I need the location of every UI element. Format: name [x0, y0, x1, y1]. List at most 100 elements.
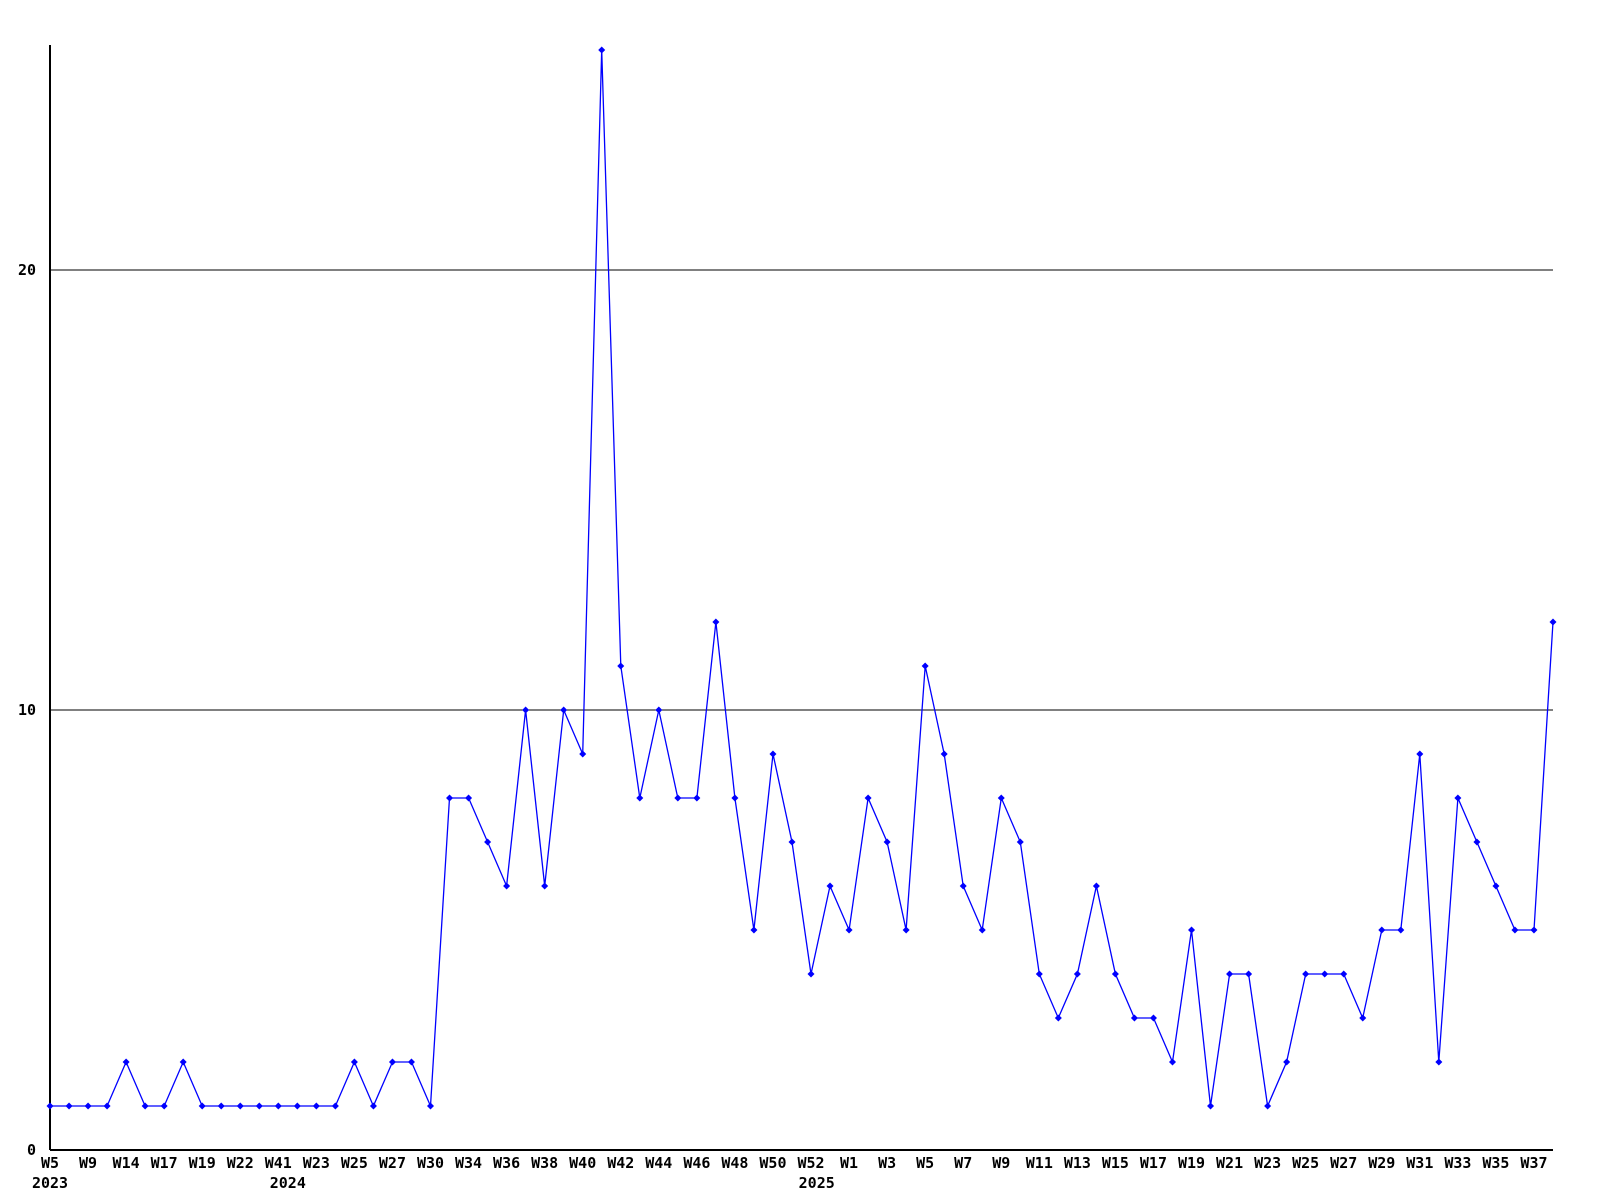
- data-point-marker: [902, 926, 910, 934]
- x-tick-label: W34: [455, 1154, 482, 1172]
- x-tick-label: W52: [797, 1154, 824, 1172]
- y-tick-label-10: 10: [18, 701, 36, 719]
- data-point-marker: [522, 706, 530, 714]
- data-point-marker: [940, 750, 948, 758]
- x-tick-label: W37: [1520, 1154, 1547, 1172]
- x-tick-label: W11: [1026, 1154, 1053, 1172]
- data-point-marker: [1454, 794, 1462, 802]
- data-point-marker: [1340, 970, 1348, 978]
- data-point-marker: [407, 1058, 415, 1066]
- data-point-marker: [1473, 838, 1481, 846]
- x-tick-label: W5: [41, 1154, 59, 1172]
- x-tick-label: W38: [531, 1154, 558, 1172]
- data-point-marker: [1530, 926, 1538, 934]
- x-tick-label: W31: [1406, 1154, 1433, 1172]
- data-point-marker: [1378, 926, 1386, 934]
- data-point-marker: [427, 1102, 435, 1110]
- x-tick-label: W7: [954, 1154, 972, 1172]
- data-point-marker: [46, 1102, 54, 1110]
- x-tick-label: W3: [878, 1154, 896, 1172]
- x-tick-label: W17: [151, 1154, 178, 1172]
- data-point-marker: [65, 1102, 73, 1110]
- data-point-marker: [1149, 1014, 1157, 1022]
- data-point-marker: [1016, 838, 1024, 846]
- x-tick-label: W27: [1330, 1154, 1357, 1172]
- data-point-marker: [446, 794, 454, 802]
- data-line: [50, 49, 1554, 1109]
- data-point-marker: [465, 794, 473, 802]
- x-tick-label: W22: [227, 1154, 254, 1172]
- data-point-marker: [160, 1102, 168, 1110]
- data-point-marker: [579, 750, 587, 758]
- data-point-marker: [217, 1102, 225, 1110]
- data-point-marker: [350, 1058, 358, 1066]
- data-point-marker: [179, 1058, 187, 1066]
- data-point-marker: [1321, 970, 1329, 978]
- x-tick-label: W19: [189, 1154, 216, 1172]
- data-point-marker: [1054, 1014, 1062, 1022]
- data-point-marker: [1359, 1014, 1367, 1022]
- x-tick-label: W25: [341, 1154, 368, 1172]
- data-point-marker: [198, 1102, 206, 1110]
- data-point-marker: [293, 1102, 301, 1110]
- data-point-marker: [1168, 1058, 1176, 1066]
- data-point-marker: [674, 794, 682, 802]
- data-point-marker: [312, 1102, 320, 1110]
- data-point-marker: [1511, 926, 1519, 934]
- data-point-marker: [388, 1058, 396, 1066]
- data-point-marker: [274, 1102, 282, 1110]
- data-point-marker: [1397, 926, 1405, 934]
- data-point-marker: [845, 926, 853, 934]
- data-point-marker: [1302, 970, 1310, 978]
- x-tick-label: W23: [1254, 1154, 1281, 1172]
- data-point-marker: [1035, 970, 1043, 978]
- data-point-marker: [1435, 1058, 1443, 1066]
- data-point-marker: [1188, 926, 1196, 934]
- data-point-marker: [959, 882, 967, 890]
- data-point-marker: [655, 706, 663, 714]
- x-tick-label: W48: [721, 1154, 748, 1172]
- data-point-marker: [1130, 1014, 1138, 1022]
- data-point-marker: [503, 882, 511, 890]
- data-point-marker: [1416, 750, 1424, 758]
- x-tick-label: W14: [113, 1154, 140, 1172]
- data-point-marker: [769, 750, 777, 758]
- data-point-marker: [84, 1102, 92, 1110]
- x-tick-label: W44: [645, 1154, 672, 1172]
- data-point-marker: [1111, 970, 1119, 978]
- data-point-marker: [103, 1102, 111, 1110]
- data-point-marker: [712, 618, 720, 626]
- data-point-marker: [1092, 882, 1100, 890]
- data-point-marker: [1549, 618, 1557, 626]
- data-point-marker: [864, 794, 872, 802]
- data-point-marker: [484, 838, 492, 846]
- data-point-marker: [978, 926, 986, 934]
- x-tick-label: W25: [1292, 1154, 1319, 1172]
- x-tick-label: W23: [303, 1154, 330, 1172]
- data-point-marker: [1264, 1102, 1272, 1110]
- year-label-2023: 2023: [32, 1174, 68, 1192]
- x-tick-label: W21: [1216, 1154, 1243, 1172]
- data-point-marker: [1207, 1102, 1215, 1110]
- data-point-marker: [1283, 1058, 1291, 1066]
- x-tick-label: W35: [1482, 1154, 1509, 1172]
- data-point-marker: [331, 1102, 339, 1110]
- x-tick-label: W30: [417, 1154, 444, 1172]
- x-tick-label: W36: [493, 1154, 520, 1172]
- x-tick-label: W9: [992, 1154, 1010, 1172]
- y-tick-label-0: 0: [27, 1141, 36, 1159]
- x-tick-label: W46: [683, 1154, 710, 1172]
- x-tick-label: W42: [607, 1154, 634, 1172]
- data-point-marker: [598, 46, 606, 54]
- x-tick-label: W50: [759, 1154, 786, 1172]
- data-point-marker: [1073, 970, 1081, 978]
- data-point-marker: [883, 838, 891, 846]
- x-tick-label: W40: [569, 1154, 596, 1172]
- data-point-marker: [788, 838, 796, 846]
- year-label-2025: 2025: [799, 1174, 835, 1192]
- x-tick-label: W9: [79, 1154, 97, 1172]
- data-point-marker: [997, 794, 1005, 802]
- data-point-marker: [617, 662, 625, 670]
- x-tick-label: W41: [265, 1154, 292, 1172]
